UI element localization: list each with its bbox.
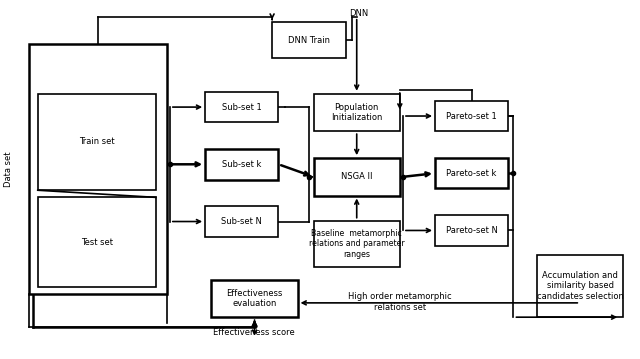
FancyBboxPatch shape xyxy=(435,215,508,246)
FancyBboxPatch shape xyxy=(272,22,346,58)
FancyBboxPatch shape xyxy=(38,94,156,190)
Text: Pareto-set k: Pareto-set k xyxy=(447,169,497,178)
Text: Sub-set N: Sub-set N xyxy=(221,217,262,226)
FancyBboxPatch shape xyxy=(29,43,167,294)
FancyBboxPatch shape xyxy=(435,101,508,131)
Text: Test set: Test set xyxy=(81,238,113,247)
Text: NSGA II: NSGA II xyxy=(341,172,372,181)
Text: DNN: DNN xyxy=(349,9,368,18)
FancyBboxPatch shape xyxy=(537,255,623,317)
Text: Population
Initialization: Population Initialization xyxy=(331,103,383,122)
Text: High order metamorphic
relations set: High order metamorphic relations set xyxy=(348,292,452,312)
Text: Accumulation and
similarity based
candidates selection: Accumulation and similarity based candid… xyxy=(537,271,623,301)
FancyBboxPatch shape xyxy=(435,158,508,188)
FancyBboxPatch shape xyxy=(314,94,400,131)
FancyBboxPatch shape xyxy=(205,149,278,180)
FancyBboxPatch shape xyxy=(314,158,400,196)
FancyBboxPatch shape xyxy=(314,221,400,267)
Text: Pareto-set 1: Pareto-set 1 xyxy=(446,112,497,121)
Text: Effectiveness
evaluation: Effectiveness evaluation xyxy=(227,289,283,308)
Text: Baseline  metamorphic
relations and parameter
ranges: Baseline metamorphic relations and param… xyxy=(309,229,404,259)
FancyBboxPatch shape xyxy=(205,206,278,237)
FancyBboxPatch shape xyxy=(211,280,298,317)
Text: Pareto-set N: Pareto-set N xyxy=(445,226,498,235)
FancyBboxPatch shape xyxy=(38,197,156,287)
Text: Sub-set 1: Sub-set 1 xyxy=(222,103,262,112)
Text: Effectiveness score: Effectiveness score xyxy=(213,328,295,337)
Text: Data set: Data set xyxy=(4,151,13,187)
FancyBboxPatch shape xyxy=(205,92,278,122)
Text: Sub-set k: Sub-set k xyxy=(222,160,262,169)
Text: Train set: Train set xyxy=(79,137,115,146)
Text: DNN Train: DNN Train xyxy=(288,36,330,45)
